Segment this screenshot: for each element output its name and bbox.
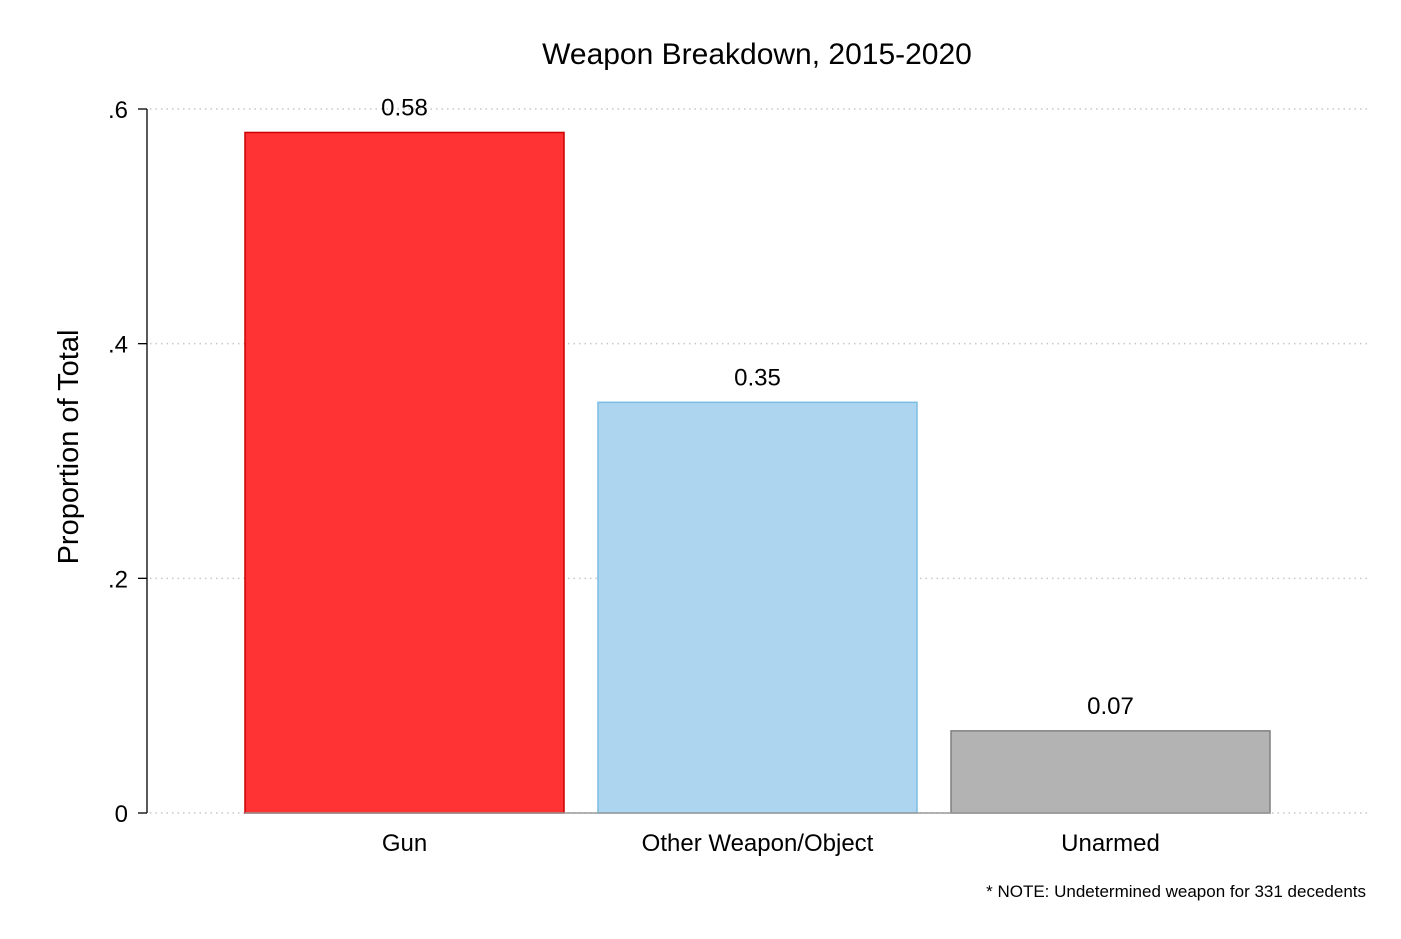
x-tick-label: Unarmed (1061, 830, 1160, 857)
y-tick-label: .4 (108, 332, 128, 359)
chart-note: * NOTE: Undetermined weapon for 331 dece… (986, 882, 1366, 901)
y-tick-label: .2 (108, 566, 128, 593)
bar-value-label: 0.35 (734, 364, 781, 391)
x-tick-label: Other Weapon/Object (642, 830, 874, 857)
x-tick-label: Gun (382, 830, 427, 857)
bars (244, 131, 1271, 814)
y-axis-label: Proportion of Total (53, 330, 85, 565)
bar-value-label: 0.07 (1087, 693, 1134, 720)
bar-value-label: 0.58 (381, 94, 428, 121)
axes (138, 108, 1270, 814)
bar-other-weapon-object (597, 401, 918, 814)
y-tick-label: .6 (108, 97, 128, 124)
bar-gun (244, 131, 565, 814)
y-tick-label: 0 (115, 801, 128, 828)
bar-unarmed (950, 730, 1271, 814)
chart-title: Weapon Breakdown, 2015-2020 (542, 38, 972, 71)
labels: 0 .2 .4 .6 0.58 Gun 0.35 Other Weapon/Object 0.0… (108, 94, 1160, 857)
